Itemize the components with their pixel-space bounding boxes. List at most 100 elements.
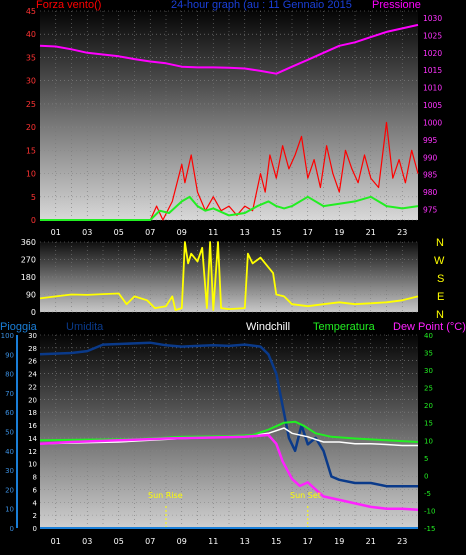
sun-set-label: Sun Set xyxy=(290,491,321,500)
humidity-axis-label: Umidita xyxy=(66,321,104,333)
sun-rise-label: Sun Rise xyxy=(148,491,183,500)
x-tick-bottom: 05 xyxy=(114,537,124,546)
y-tick-rain: 20 xyxy=(5,486,14,494)
y-tick-wind: 45 xyxy=(26,7,36,16)
panel-wind-direction xyxy=(40,242,418,312)
x-tick-bottom: 17 xyxy=(303,537,313,546)
x-tick-bottom: 11 xyxy=(208,537,218,546)
y-tick-temperature: 5 xyxy=(424,455,428,463)
y-tick-pressure: 980 xyxy=(423,188,438,197)
x-tick-top: 03 xyxy=(82,228,92,237)
y-tick-humidity: 16 xyxy=(28,422,37,430)
rain-axis-label: Pioggia xyxy=(0,321,37,333)
x-tick-top: 13 xyxy=(240,228,250,237)
y-tick-wind: 20 xyxy=(26,123,36,132)
y-tick-wind: 5 xyxy=(31,193,36,202)
y-tick-temperature: 25 xyxy=(424,385,433,393)
y-tick-humidity: 6 xyxy=(33,486,38,494)
y-tick-humidity: 10 xyxy=(28,461,37,469)
y-tick-rain: 70 xyxy=(5,390,14,398)
y-tick-humidity: 4 xyxy=(33,499,38,507)
y-tick-temperature: 10 xyxy=(424,437,433,445)
y-tick-humidity: 20 xyxy=(28,396,37,404)
y-tick-temperature: 0 xyxy=(424,472,428,480)
y-tick-direction: 90 xyxy=(26,291,36,300)
y-tick-humidity: 30 xyxy=(28,332,37,340)
y-tick-wind: 40 xyxy=(26,30,36,39)
dewpoint-legend: Dew Point (°C) xyxy=(393,321,466,333)
y-tick-temperature: 35 xyxy=(424,350,433,358)
y-tick-wind: 15 xyxy=(26,146,36,155)
compass-e: E xyxy=(437,291,445,303)
compass-s: S xyxy=(437,273,445,285)
y-tick-temperature: 20 xyxy=(424,402,433,410)
x-tick-bottom: 09 xyxy=(177,537,187,546)
y-tick-pressure: 1030 xyxy=(423,14,442,23)
y-tick-direction: 0 xyxy=(31,308,36,317)
x-tick-top: 01 xyxy=(51,228,61,237)
y-tick-pressure: 975 xyxy=(423,206,438,215)
y-tick-pressure: 1005 xyxy=(423,101,442,110)
y-tick-rain: 50 xyxy=(5,429,14,437)
pressure-line xyxy=(39,23,419,75)
humidity-line xyxy=(39,341,418,488)
y-tick-pressure: 990 xyxy=(423,153,438,162)
windchill-legend: Windchill xyxy=(246,321,291,333)
y-tick-rain: 60 xyxy=(5,409,14,417)
x-tick-bottom: 07 xyxy=(145,537,155,546)
y-tick-rain: 10 xyxy=(5,506,14,514)
y-tick-temperature: -15 xyxy=(424,525,435,533)
y-tick-direction: 180 xyxy=(21,273,36,282)
y-tick-rain: 100 xyxy=(1,332,14,340)
x-tick-top: 19 xyxy=(334,228,344,237)
x-tick-bottom: 23 xyxy=(397,537,407,546)
compass-n-top: N xyxy=(436,237,444,249)
wind-speed-line xyxy=(40,121,419,221)
y-tick-temperature: -5 xyxy=(424,490,431,498)
y-tick-wind: 0 xyxy=(31,216,36,225)
wind-direction-line xyxy=(39,241,419,311)
y-tick-rain: 90 xyxy=(5,351,14,359)
y-tick-wind: 30 xyxy=(26,77,36,86)
compass-w: W xyxy=(434,255,445,267)
x-tick-top: 09 xyxy=(177,228,187,237)
y-tick-humidity: 22 xyxy=(28,383,37,391)
y-tick-temperature: 30 xyxy=(424,367,433,375)
y-tick-pressure: 1000 xyxy=(423,118,442,127)
x-tick-top: 11 xyxy=(208,228,218,237)
x-tick-bottom: 03 xyxy=(82,537,92,546)
y-tick-rain: 30 xyxy=(5,467,14,475)
x-tick-top: 05 xyxy=(114,228,124,237)
compass-n-bottom: N xyxy=(436,309,444,321)
y-tick-humidity: 18 xyxy=(28,409,37,417)
y-tick-rain: 40 xyxy=(5,448,14,456)
pressure-axis-label: Pressione xyxy=(372,0,421,11)
y-tick-rain: 0 xyxy=(10,525,14,533)
y-tick-wind: 35 xyxy=(26,53,36,62)
y-tick-humidity: 12 xyxy=(28,448,37,456)
x-tick-bottom: 13 xyxy=(240,537,250,546)
y-tick-direction: 360 xyxy=(21,238,36,247)
y-tick-pressure: 1015 xyxy=(423,66,442,75)
y-tick-wind: 10 xyxy=(26,170,36,179)
y-tick-wind: 25 xyxy=(26,100,36,109)
y-tick-temperature: 40 xyxy=(424,332,433,340)
y-tick-rain: 80 xyxy=(5,371,14,379)
y-tick-humidity: 8 xyxy=(33,474,37,482)
x-tick-top: 17 xyxy=(303,228,313,237)
x-tick-bottom: 21 xyxy=(366,537,376,546)
y-tick-pressure: 995 xyxy=(423,136,438,145)
x-tick-bottom: 15 xyxy=(271,537,281,546)
temperature-legend: Temperatura xyxy=(313,321,375,333)
y-tick-humidity: 14 xyxy=(28,435,37,443)
y-tick-pressure: 1025 xyxy=(423,31,442,40)
y-tick-direction: 270 xyxy=(21,256,36,265)
y-tick-humidity: 28 xyxy=(28,345,37,353)
y-tick-pressure: 1020 xyxy=(423,49,442,58)
x-tick-top: 23 xyxy=(397,228,407,237)
y-tick-humidity: 0 xyxy=(33,525,37,533)
y-tick-pressure: 1010 xyxy=(423,84,442,93)
x-tick-top: 21 xyxy=(366,228,376,237)
